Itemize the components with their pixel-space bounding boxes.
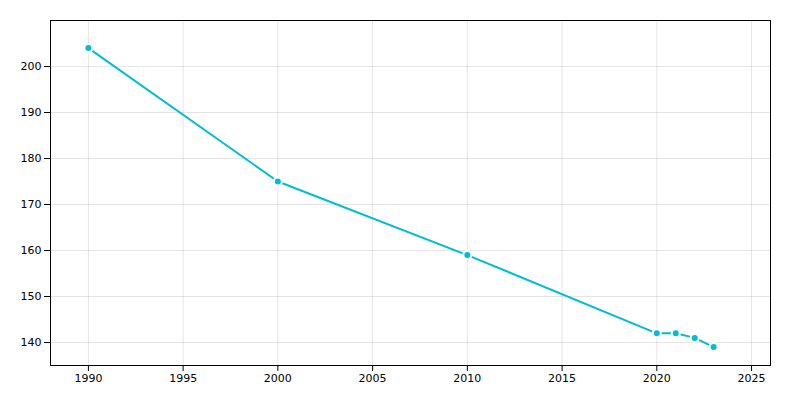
svg-text:2000: 2000 — [264, 372, 292, 385]
svg-text:200: 200 — [21, 60, 42, 73]
svg-text:2010: 2010 — [453, 372, 481, 385]
svg-text:190: 190 — [21, 106, 42, 119]
svg-text:2005: 2005 — [359, 372, 387, 385]
svg-text:2025: 2025 — [738, 372, 766, 385]
svg-text:140: 140 — [21, 336, 42, 349]
svg-text:150: 150 — [21, 290, 42, 303]
svg-text:170: 170 — [21, 198, 42, 211]
svg-text:1995: 1995 — [169, 372, 197, 385]
svg-text:1990: 1990 — [74, 372, 102, 385]
svg-text:180: 180 — [21, 152, 42, 165]
svg-text:160: 160 — [21, 244, 42, 257]
svg-text:2015: 2015 — [548, 372, 576, 385]
svg-text:2020: 2020 — [643, 372, 671, 385]
